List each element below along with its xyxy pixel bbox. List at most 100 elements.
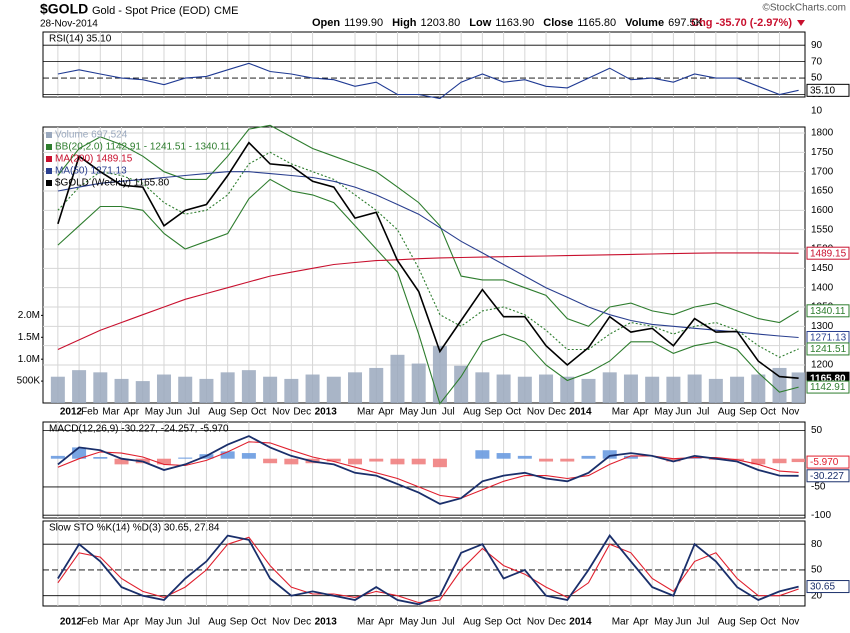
x-tick-label: May <box>399 407 418 418</box>
panel-title: MACD(12,26,9) -30.227, -24.257, -5.970 <box>49 424 229 435</box>
x-tick-label: May <box>654 617 673 628</box>
x-tick-label: Nov <box>782 617 800 628</box>
volume-bar <box>156 374 171 403</box>
volume-bar <box>432 346 447 403</box>
quote-label: Open <box>312 17 340 29</box>
x-tick-label: Sep <box>739 407 757 418</box>
volume-bar <box>751 374 766 403</box>
quote-value: 697.5K <box>668 17 704 29</box>
quote-value: 1165.80 <box>577 17 616 29</box>
x-tick-label: Aug <box>208 407 226 418</box>
panel-title: Slow STO %K(14) %D(3) 30.65, 27.84 <box>49 523 220 534</box>
volume-bar <box>50 376 65 403</box>
histogram-bar <box>772 458 787 464</box>
value-tag-label: 1489.15 <box>810 248 847 259</box>
histogram-bar <box>326 458 341 462</box>
value-tag-label: 35.10 <box>810 85 835 96</box>
x-tick-label: Sep <box>230 407 248 418</box>
value-tag-label: -30.227 <box>810 471 844 482</box>
x-tick-label: Apr <box>378 617 394 628</box>
x-tick-label: Dec <box>293 407 311 418</box>
x-tick-label: Sep <box>230 617 248 628</box>
volume-bar <box>687 374 702 403</box>
down-arrow <box>797 20 805 26</box>
volume-bar <box>708 378 723 403</box>
x-tick-label: May <box>654 407 673 418</box>
x-tick-label: Oct <box>251 407 267 418</box>
y2-tick-label: 500K <box>17 376 41 387</box>
series-line <box>57 252 799 351</box>
legend-swatch <box>46 168 52 174</box>
credit: ©StockCharts.com <box>762 3 846 14</box>
x-tick-label: Feb <box>81 617 99 628</box>
legend-entry: BB(20,2.0) 1142.91 - 1241.51 - 1340.11 <box>55 142 231 153</box>
histogram-bar <box>241 453 256 459</box>
value-tag <box>806 246 850 260</box>
histogram-bar <box>517 455 532 459</box>
x-tick-label: Sep <box>484 617 502 628</box>
volume-bar <box>93 372 108 403</box>
legend-swatch <box>46 180 52 186</box>
y-tick-label: 1750 <box>811 147 834 158</box>
x-tick-label: Feb <box>81 407 99 418</box>
volume-bar <box>475 372 490 403</box>
volume-bar <box>666 376 681 403</box>
x-tick-label: 2014 <box>569 617 592 628</box>
value-tag <box>806 380 850 394</box>
x-tick-label: Jul <box>442 407 455 418</box>
x-tick-label: Aug <box>718 617 736 628</box>
x-tick-label: Jun <box>675 617 691 628</box>
legend-swatch <box>46 144 52 150</box>
volume-bar <box>454 365 469 403</box>
x-tick-label: Jul <box>697 617 710 628</box>
x-tick-label: May <box>145 617 164 628</box>
x-tick-label: Jul <box>187 407 200 418</box>
x-tick-label: Oct <box>760 617 776 628</box>
change: Chg -35.70 (-2.97%) <box>691 17 792 29</box>
x-tick-label: Nov <box>272 617 290 628</box>
x-tick-label: Nov <box>782 407 800 418</box>
value-tag <box>806 304 850 318</box>
x-tick-label: Apr <box>124 407 140 418</box>
y-tick-label: 70 <box>811 56 823 67</box>
legend-entry: Volume 697,524 <box>55 130 128 141</box>
series-line <box>57 435 799 505</box>
volume-bar <box>730 376 745 403</box>
value-tag <box>806 83 850 97</box>
instrument-name: Gold - Spot Price (EOD) <box>92 5 210 17</box>
y-tick-label: 1450 <box>811 263 834 274</box>
y-tick-label: 1550 <box>811 224 834 235</box>
x-tick-label: 2012 <box>60 617 83 628</box>
x-tick-label: Aug <box>718 407 736 418</box>
exchange: CME <box>214 5 238 17</box>
x-tick-label: Oct <box>506 617 522 628</box>
x-tick-label: Dec <box>548 407 566 418</box>
value-tag-label: -5.970 <box>810 457 839 468</box>
histogram-bar <box>751 458 766 465</box>
y-tick-label: 20 <box>811 590 823 601</box>
symbol: $GOLD <box>40 1 88 17</box>
histogram-bar <box>284 458 299 465</box>
x-tick-label: Nov <box>527 407 545 418</box>
panel-title: RSI(14) 35.10 <box>49 34 112 45</box>
volume-bar <box>178 376 193 403</box>
histogram-bar <box>539 458 554 462</box>
y-tick-label: -50 <box>811 482 826 493</box>
x-tick-label: Apr <box>124 617 140 628</box>
x-tick-label: Apr <box>633 617 649 628</box>
x-tick-label: Jul <box>187 617 200 628</box>
volume-bar <box>411 363 426 403</box>
volume-bar <box>390 354 405 403</box>
y2-tick-label: 1.0M <box>18 354 40 365</box>
y-tick-label: 50 <box>811 73 823 84</box>
volume-bar <box>199 378 214 403</box>
volume-bar <box>305 374 320 403</box>
x-tick-label: Sep <box>739 617 757 628</box>
series-line <box>57 124 799 327</box>
quote-label: Close <box>543 17 573 29</box>
legend-swatch <box>46 132 52 138</box>
legend-entry: MA(200) 1489.15 <box>55 154 133 165</box>
x-tick-label: 2014 <box>569 407 592 418</box>
x-tick-label: Mar <box>102 407 120 418</box>
